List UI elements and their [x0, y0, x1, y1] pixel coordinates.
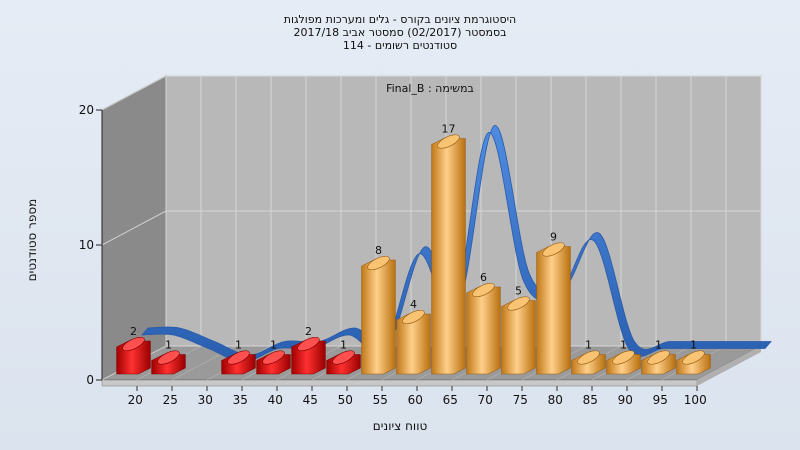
bar [571, 350, 606, 375]
bar [256, 350, 291, 375]
bar-value-label: 1 [270, 339, 277, 352]
bar [431, 134, 466, 375]
bar-top [122, 336, 145, 352]
x-axis-label: טווח ציונים [373, 419, 428, 433]
x-tick-label: 80 [548, 393, 563, 407]
bar-value-label: 1 [340, 339, 347, 352]
bar-value-label: 2 [305, 325, 312, 338]
bar-value-label: 1 [235, 339, 242, 352]
bar [396, 309, 431, 375]
bar-top [297, 336, 320, 352]
x-tick-label: 40 [268, 393, 283, 407]
bar-body [361, 259, 396, 375]
chart-subtitle: בסמסטר (02/2017) סמסטר אביב 2017/18 [293, 26, 507, 39]
bar-top [402, 309, 425, 325]
x-tick-label: 25 [163, 393, 178, 407]
grid-floor [696, 345, 762, 381]
bar [466, 282, 501, 375]
bar-value-label: 1 [690, 339, 697, 352]
grid-left [101, 210, 167, 246]
bar-value-label: 5 [515, 285, 522, 298]
bar [151, 350, 186, 375]
chart-title: היסטוגרמת ציונים בקורס - גלים ומערכות מפ… [283, 13, 517, 26]
x-tick-label: 45 [303, 393, 318, 407]
bar [221, 350, 256, 375]
y-axis-label: מספר סטודנטים [25, 199, 39, 282]
task-label: Final_B : במשימה [386, 82, 474, 95]
bar-top [542, 242, 565, 257]
bar-value-label: 1 [585, 339, 592, 352]
y-tick-label: 10 [79, 238, 94, 252]
bar-value-label: 17 [442, 123, 456, 136]
bar-top [577, 350, 600, 365]
x-tick-label: 50 [338, 393, 353, 407]
bar-value-label: 1 [620, 339, 627, 352]
bar-body [501, 300, 536, 375]
y-tick-label: 0 [86, 373, 94, 387]
bar-top [682, 350, 705, 365]
x-tick-label: 20 [128, 393, 143, 407]
x-axis-ticks: 20 25 30 35 40 45 50 55 60 65 70 75 80 85 90 95 100 [128, 386, 707, 407]
bar [291, 336, 326, 375]
grid-left [101, 75, 167, 111]
bar-top [367, 255, 390, 271]
bar-top [647, 350, 670, 365]
bar-value-label: 4 [410, 298, 417, 311]
y-axis-ticks: 0 10 20 [79, 103, 103, 387]
x-tick-label: 95 [653, 393, 668, 407]
bar [116, 336, 151, 375]
x-tick-label: 60 [408, 393, 423, 407]
bar-body [396, 313, 431, 375]
bar-top [437, 134, 460, 149]
x-tick-label: 70 [478, 393, 493, 407]
bar-value-label: 9 [550, 231, 557, 244]
bar-top [262, 350, 285, 365]
x-tick-label: 55 [373, 393, 388, 407]
floor-front-edge [101, 379, 698, 387]
x-tick-label: 35 [233, 393, 248, 407]
bar-body [536, 246, 571, 375]
bar-top [612, 350, 635, 365]
bar-top [157, 350, 180, 365]
bar-body [466, 286, 501, 375]
bar [641, 350, 676, 375]
bar [361, 255, 396, 375]
x-tick-label: 85 [583, 393, 598, 407]
bar-value-label: 8 [375, 244, 382, 257]
bar [676, 350, 711, 375]
bar-value-label: 1 [165, 339, 172, 352]
x-tick-label: 100 [684, 393, 707, 407]
bar [606, 350, 641, 375]
y-tick-label: 20 [79, 103, 94, 117]
bar [501, 296, 536, 375]
x-tick-label: 65 [443, 393, 458, 407]
bar-top [507, 296, 530, 311]
bar-top [332, 350, 355, 365]
x-tick-label: 75 [513, 393, 528, 407]
bar-value-label: 2 [130, 325, 137, 338]
value-labels: 2 1 1 1 2 1 8 4 17 6 5 9 1 1 1 1 [130, 123, 697, 352]
bar-value-label: 6 [480, 271, 487, 284]
x-tick-label: 30 [198, 393, 213, 407]
bar-top [472, 282, 495, 298]
chart-enrollment: 114 - סטודנטים רשומים [342, 39, 458, 52]
bars-group [116, 134, 711, 375]
bar [536, 242, 571, 375]
floor-side-edge [697, 346, 761, 386]
bar-body [431, 138, 466, 375]
x-tick-label: 90 [618, 393, 633, 407]
bar [326, 350, 361, 375]
bar-top [227, 350, 250, 365]
bar-value-label: 1 [655, 339, 662, 352]
